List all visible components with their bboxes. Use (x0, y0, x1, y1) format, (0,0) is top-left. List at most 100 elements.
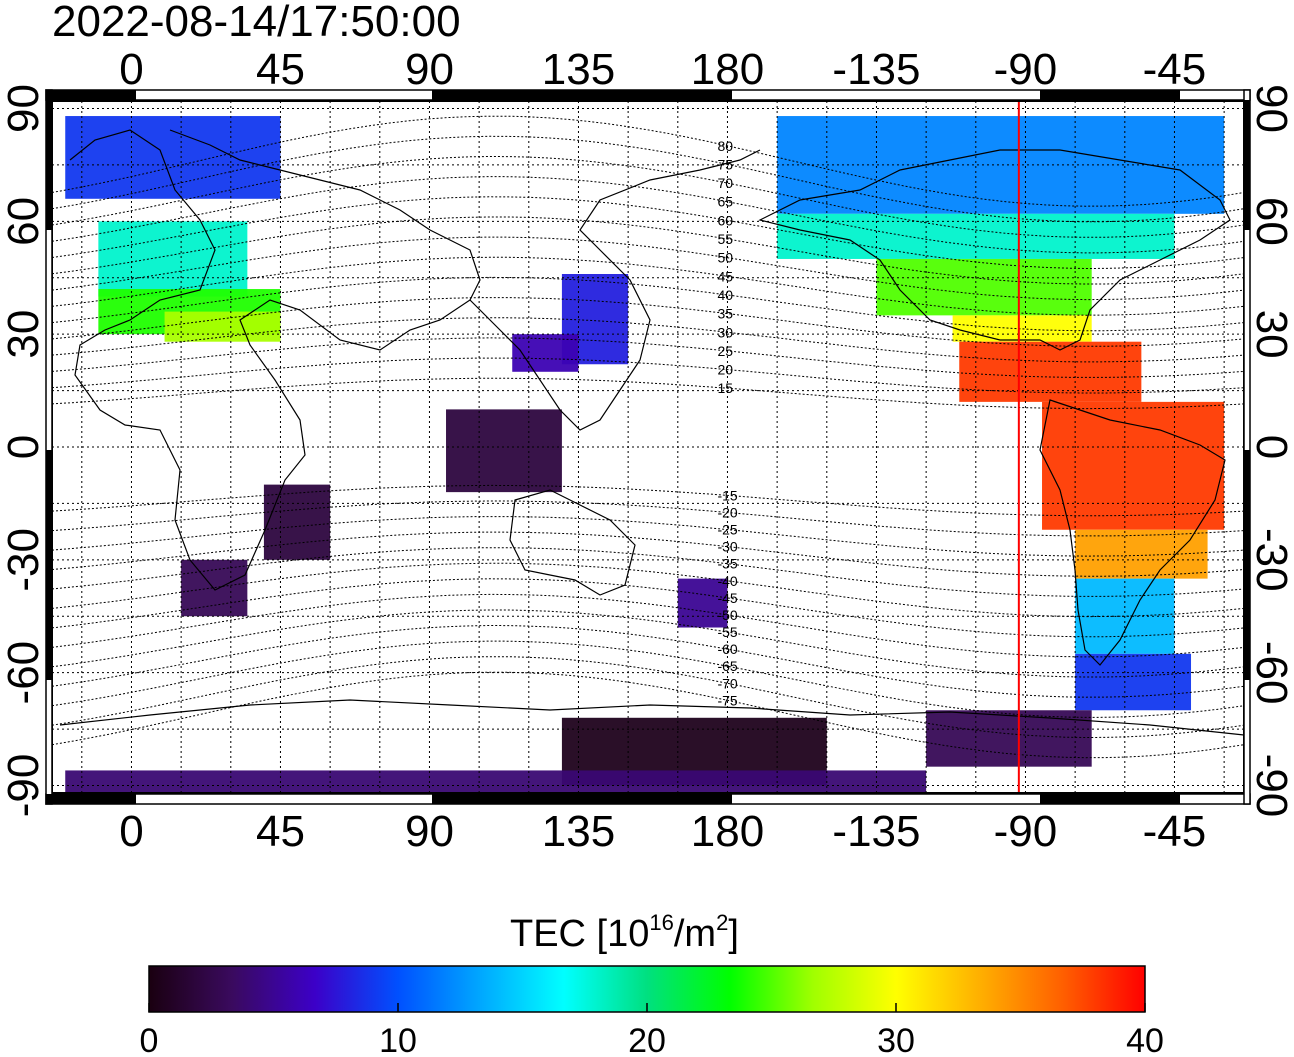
mlat-contour (52, 484, 1244, 517)
outer-frame-bars (45, 89, 1251, 805)
mlat-contour (52, 500, 1244, 537)
mlat-label: -70 (717, 675, 737, 691)
lat-tick-label-right: -60 (1247, 641, 1294, 705)
lat-tick-label-left: 30 (0, 310, 48, 359)
mlat-label: 80 (717, 138, 733, 154)
coastline-north-america (758, 149, 1231, 351)
colorbar-ticks: 0 10 20 30 40 (140, 1003, 1164, 1057)
mlat-contour (52, 176, 1244, 254)
magnetic-latitude-contours (52, 115, 1244, 759)
tec-region-7 (263, 484, 331, 560)
mlat-contour (52, 377, 1244, 410)
mlat-contour (52, 115, 1244, 207)
magnetic-latitude-labels: 80 75 70 65 60 55 50 45 40 35 30 25 20 15 -15-20 -25-30… (717, 138, 737, 709)
mlat-label: 50 (717, 250, 733, 266)
mlat-label: -50 (717, 607, 737, 623)
mlat-label: -60 (717, 641, 737, 657)
lon-tick-label-top: -135 (832, 45, 920, 94)
lat-tick-label-right: 90 (1247, 84, 1294, 133)
lat-tick-label-left: 90 (0, 84, 48, 133)
mlat-contour (52, 297, 1244, 347)
mlat-label: 55 (717, 231, 733, 247)
tec-region-6 (446, 409, 562, 493)
tec-region-19 (926, 710, 1092, 767)
mlat-label: 60 (717, 212, 733, 228)
timestamp-label: 2022-08-14/17:50:00 (52, 0, 461, 46)
lon-tick-label-top: -45 (1143, 45, 1207, 94)
colorbar-title: TEC [1016/m2] (510, 910, 739, 955)
lon-tick-label-top: 135 (542, 45, 615, 94)
lon-tick-label-bottom: 90 (405, 807, 454, 856)
tec-region-18 (1075, 653, 1192, 711)
mlat-label: 30 (717, 324, 733, 340)
colorbar: TEC [1016/m2] 0 10 20 30 40 (140, 910, 1164, 1057)
lat-tick-label-left: -60 (0, 641, 48, 705)
lon-tick-label-bottom: -135 (832, 807, 920, 856)
lon-tick-label-top: -90 (994, 45, 1058, 94)
mlat-label: -35 (717, 556, 737, 572)
lon-tick-label-top: 90 (405, 45, 454, 94)
lon-tick-label-bottom: 135 (542, 807, 615, 856)
mlat-contour (52, 640, 1244, 718)
mlat-label: -15 (717, 487, 737, 503)
lon-tick-label-bottom: 45 (256, 807, 305, 856)
mlat-label: -55 (717, 624, 737, 640)
mlat-label: -65 (717, 658, 737, 674)
mlat-label: 25 (717, 343, 733, 359)
mlat-contour (52, 236, 1244, 301)
lat-tick-label-left: -90 (0, 754, 48, 818)
tec-region-1 (98, 221, 248, 297)
lat-tick-label-left: 60 (0, 197, 48, 246)
mlat-contour (52, 276, 1244, 332)
tec-region-12 (876, 258, 1092, 316)
colorbar-tick-label: 10 (379, 1022, 417, 1057)
mlat-label: 70 (717, 175, 733, 191)
mlat-label: -40 (717, 573, 737, 589)
lat-tick-label-right: 60 (1247, 197, 1294, 246)
tec-region-3 (164, 311, 281, 342)
top-longitude-axis: 0 45 90 135 180 -135 -90 -45 (119, 45, 1206, 94)
mlat-label: -45 (717, 590, 737, 606)
lat-tick-label-left: 0 (0, 435, 48, 459)
coastline-outlines (59, 129, 1244, 736)
tec-region-16 (1075, 529, 1208, 579)
colorbar-tick-label: 40 (1126, 1022, 1164, 1057)
lat-tick-label-right: -90 (1247, 754, 1294, 818)
graticule-grid (52, 101, 1244, 793)
mlat-contour (52, 256, 1244, 316)
left-latitude-axis: 90 60 30 0 -30 -60 -90 (0, 84, 48, 817)
mlat-label: 65 (717, 194, 733, 210)
mlat-contour (52, 516, 1244, 557)
colorbar-tick-label: 30 (877, 1022, 915, 1057)
mlat-label: 15 (717, 380, 733, 396)
tec-region-15 (1042, 401, 1225, 530)
coastline-south-america (1039, 399, 1226, 666)
lon-tick-label-top: 0 (119, 45, 143, 94)
colorbar-tick-label: 0 (140, 1022, 159, 1057)
mlat-contour (52, 547, 1244, 597)
mlat-label: -25 (717, 522, 737, 538)
plot-area: 80 75 70 65 60 55 50 45 40 35 30 25 20 15 -15-20 -25-30… (51, 100, 1245, 794)
mlat-contour (52, 337, 1244, 378)
lat-tick-label-right: 30 (1247, 310, 1294, 359)
mlat-contour (52, 578, 1244, 638)
lon-tick-label-bottom: -90 (994, 807, 1058, 856)
tec-region-0 (65, 116, 281, 199)
coastline-antarctica (59, 699, 1244, 736)
coastline-asia (469, 149, 761, 431)
tec-region-5 (512, 334, 579, 372)
mlat-label: 35 (717, 306, 733, 322)
mlat-contour (52, 216, 1244, 285)
colorbar-tick-label: 20 (628, 1022, 666, 1057)
mlat-label: 40 (717, 287, 733, 303)
mlat-label: 75 (717, 156, 733, 172)
mlat-contour (52, 609, 1244, 678)
lat-tick-label-left: -30 (0, 528, 48, 592)
lon-tick-label-top: 180 (691, 45, 764, 94)
right-latitude-axis: 90 60 30 0 -30 -60 -90 (1247, 84, 1294, 817)
mlat-contour (52, 593, 1244, 658)
mlat-contour (52, 357, 1244, 394)
mlat-contour (52, 317, 1244, 363)
mlat-contour (52, 562, 1244, 618)
